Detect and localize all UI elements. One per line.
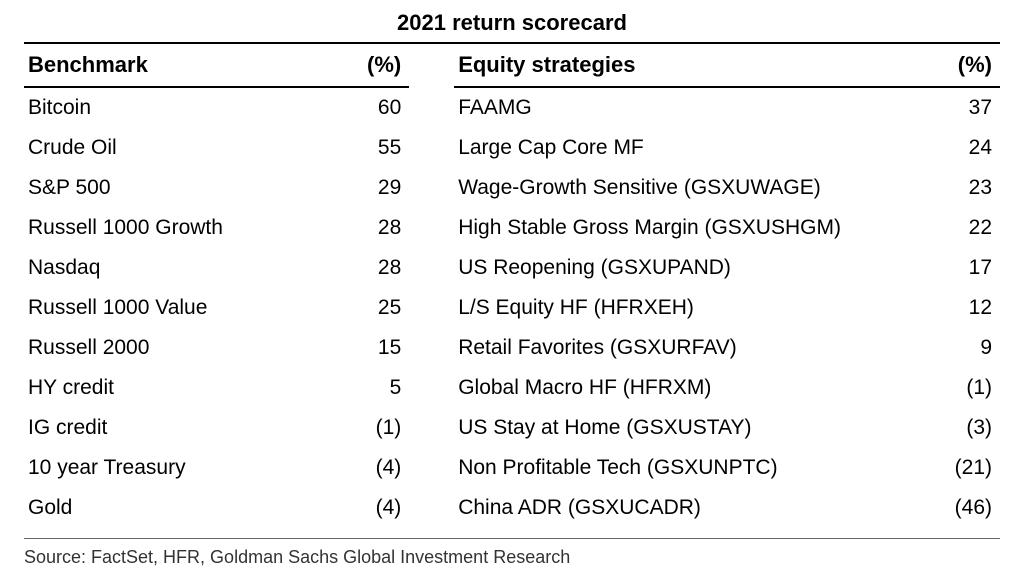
- equity-value: (1): [904, 368, 1000, 408]
- equity-header: Equity strategies: [454, 44, 903, 87]
- table-row: Russell 1000 Value25 L/S Equity HF (HFRXE…: [24, 288, 1000, 328]
- benchmark-name: Nasdaq: [24, 248, 313, 288]
- equity-name: Wage-Growth Sensitive (GSXUWAGE): [454, 168, 903, 208]
- row-gap: [409, 368, 454, 408]
- table-row: IG credit(1) US Stay at Home (GSXUSTAY)(3…: [24, 408, 1000, 448]
- scorecard-table: Benchmark (%) Equity strategies (%) Bitc…: [24, 44, 1000, 528]
- table-row: HY credit5 Global Macro HF (HFRXM)(1): [24, 368, 1000, 408]
- row-gap: [409, 87, 454, 128]
- benchmark-name: Russell 1000 Growth: [24, 208, 313, 248]
- benchmark-value: 15: [313, 328, 409, 368]
- benchmark-value: 5: [313, 368, 409, 408]
- equity-name: Non Profitable Tech (GSXUNPTC): [454, 448, 903, 488]
- header-row: Benchmark (%) Equity strategies (%): [24, 44, 1000, 87]
- equity-name: Retail Favorites (GSXURFAV): [454, 328, 903, 368]
- row-gap: [409, 208, 454, 248]
- row-gap: [409, 488, 454, 528]
- equity-name: US Stay at Home (GSXUSTAY): [454, 408, 903, 448]
- equity-pct-header: (%): [904, 44, 1000, 87]
- row-gap: [409, 328, 454, 368]
- equity-value: 17: [904, 248, 1000, 288]
- equity-value: 24: [904, 128, 1000, 168]
- equity-value: 22: [904, 208, 1000, 248]
- header-gap: [409, 44, 454, 87]
- benchmark-pct-header: (%): [313, 44, 409, 87]
- benchmark-name: Crude Oil: [24, 128, 313, 168]
- benchmark-name: S&P 500: [24, 168, 313, 208]
- table-row: Russell 200015 Retail Favorites (GSXURFAV…: [24, 328, 1000, 368]
- table-row: Gold(4) China ADR (GSXUCADR)(46): [24, 488, 1000, 528]
- benchmark-value: 29: [313, 168, 409, 208]
- benchmark-header: Benchmark: [24, 44, 313, 87]
- equity-value: 9: [904, 328, 1000, 368]
- benchmark-value: 60: [313, 87, 409, 128]
- row-gap: [409, 408, 454, 448]
- benchmark-name: 10 year Treasury: [24, 448, 313, 488]
- benchmark-value: 55: [313, 128, 409, 168]
- equity-name: High Stable Gross Margin (GSXUSHGM): [454, 208, 903, 248]
- benchmark-name: Bitcoin: [24, 87, 313, 128]
- equity-name: China ADR (GSXUCADR): [454, 488, 903, 528]
- benchmark-name: Gold: [24, 488, 313, 528]
- source-line: Source: FactSet, HFR, Goldman Sachs Glob…: [24, 543, 1000, 568]
- equity-name: Large Cap Core MF: [454, 128, 903, 168]
- table-title: 2021 return scorecard: [24, 10, 1000, 42]
- benchmark-name: IG credit: [24, 408, 313, 448]
- table-row: Bitcoin60 FAAMG37: [24, 87, 1000, 128]
- benchmark-name: Russell 2000: [24, 328, 313, 368]
- equity-value: (3): [904, 408, 1000, 448]
- benchmark-name: HY credit: [24, 368, 313, 408]
- bottom-rule: [24, 538, 1000, 539]
- benchmark-value: 28: [313, 208, 409, 248]
- equity-value: 37: [904, 87, 1000, 128]
- benchmark-value: 28: [313, 248, 409, 288]
- table-row: S&P 50029 Wage-Growth Sensitive (GSXUWAGE…: [24, 168, 1000, 208]
- scorecard-container: 2021 return scorecard Benchmark (%) Equi…: [0, 0, 1024, 576]
- equity-name: Global Macro HF (HFRXM): [454, 368, 903, 408]
- table-row: 10 year Treasury(4) Non Profitable Tech (…: [24, 448, 1000, 488]
- equity-name: FAAMG: [454, 87, 903, 128]
- row-gap: [409, 128, 454, 168]
- row-gap: [409, 168, 454, 208]
- benchmark-value: (4): [313, 488, 409, 528]
- benchmark-name: Russell 1000 Value: [24, 288, 313, 328]
- row-gap: [409, 448, 454, 488]
- equity-value: 12: [904, 288, 1000, 328]
- row-gap: [409, 248, 454, 288]
- row-gap: [409, 288, 454, 328]
- benchmark-value: (4): [313, 448, 409, 488]
- benchmark-value: (1): [313, 408, 409, 448]
- benchmark-value: 25: [313, 288, 409, 328]
- table-row: Crude Oil55 Large Cap Core MF24: [24, 128, 1000, 168]
- equity-name: L/S Equity HF (HFRXEH): [454, 288, 903, 328]
- equity-name: US Reopening (GSXUPAND): [454, 248, 903, 288]
- equity-value: 23: [904, 168, 1000, 208]
- equity-value: (21): [904, 448, 1000, 488]
- table-row: Nasdaq28 US Reopening (GSXUPAND)17: [24, 248, 1000, 288]
- equity-value: (46): [904, 488, 1000, 528]
- table-row: Russell 1000 Growth28 High Stable Gross M…: [24, 208, 1000, 248]
